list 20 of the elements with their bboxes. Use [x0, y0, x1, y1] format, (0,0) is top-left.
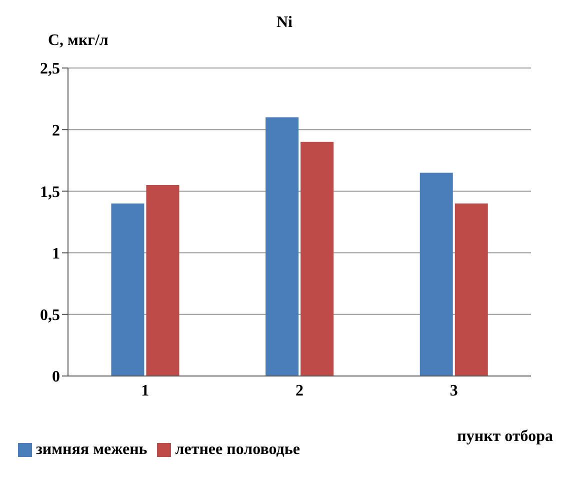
x-tick-label: 2 — [296, 382, 304, 400]
y-tick-label: 1,5 — [40, 184, 60, 201]
chart-title: Ni — [276, 14, 294, 32]
y-tick-label: 0,5 — [40, 307, 60, 324]
y-tick-label: 1 — [52, 245, 60, 262]
legend-label: зимняя межень — [36, 441, 148, 458]
y-tick-label: 2 — [52, 122, 60, 140]
y-axis-title: С, мкг/л — [48, 32, 108, 50]
x-axis-title: пункт отбора — [457, 428, 553, 446]
bar — [300, 142, 334, 376]
bar — [111, 204, 144, 376]
legend-label: летнее половодье — [175, 441, 300, 458]
x-tick-label: 1 — [141, 382, 150, 400]
x-tick-label: 3 — [450, 382, 458, 400]
y-tick-label: 0 — [52, 368, 60, 386]
bar — [146, 185, 180, 376]
bar — [266, 117, 299, 376]
bar — [420, 172, 453, 376]
y-tick-label: 2,5 — [40, 60, 60, 78]
bar — [454, 204, 488, 376]
